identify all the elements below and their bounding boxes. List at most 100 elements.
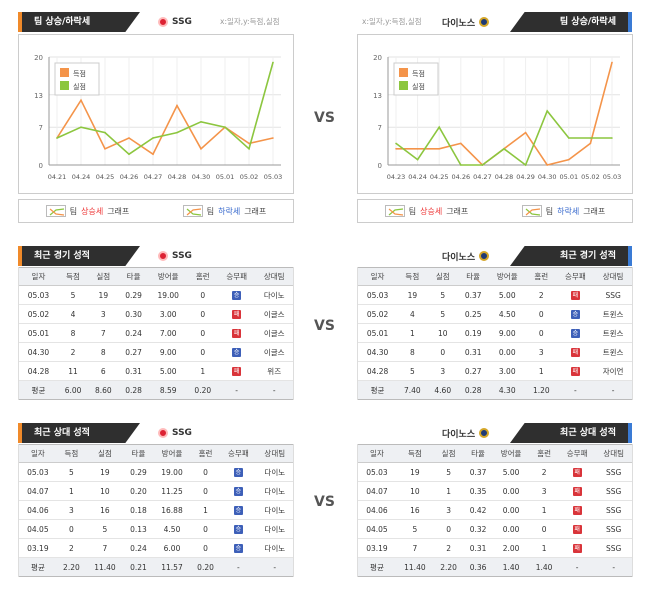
cell-era: 0.00 [492, 500, 530, 520]
left-h2h-team: SSG [158, 423, 192, 443]
table-row: 05.02 4 3 0.30 3.00 0 패 이글스 [19, 304, 293, 324]
cell-opp: SSG [595, 500, 632, 520]
cell-r: 19 [397, 285, 428, 305]
cell-ra: 2 [433, 538, 464, 558]
cell-ra: 8 [88, 342, 119, 362]
table-row: 03.19 7 2 0.31 2.00 1 패 SSG [358, 538, 632, 558]
result-cell: 승 [220, 481, 257, 501]
column-header: 득점 [397, 267, 428, 286]
result-cell: 패 [217, 361, 256, 381]
cell-opp: SSG [594, 285, 632, 305]
table-row: 05.03 5 19 0.29 19.00 0 승 다이노 [19, 462, 293, 482]
loss-badge: 패 [572, 506, 582, 515]
win-badge: 승 [233, 506, 243, 515]
left-recent-team: SSG [158, 246, 192, 266]
avg-date: 평균 [358, 557, 396, 577]
cell-opp: 자이언 [594, 361, 632, 381]
cell-avg: 0.24 [123, 538, 154, 558]
series-line-score [56, 98, 274, 156]
data-point [104, 148, 106, 150]
cell-avg: 0.31 [457, 342, 489, 362]
cell-avg: 0.29 [118, 285, 149, 305]
left-trend-chart: 0 7 13 20 04.21 04.24 04.25 04.26 04.27 04.28 04.3… [18, 34, 294, 194]
avg-res: - [220, 557, 257, 577]
cell-ra: 0 [433, 519, 464, 539]
data-point [460, 142, 462, 145]
cell-era: 4.50 [488, 304, 527, 324]
cell-era: 0.00 [492, 481, 530, 501]
cell-opp: 트윈스 [594, 342, 632, 362]
result-cell: 패 [556, 342, 595, 362]
table-row: 04.30 8 0 0.31 0.00 3 패 트윈스 [358, 342, 632, 362]
loss-badge: 패 [570, 367, 580, 376]
cell-date: 05.03 [19, 462, 57, 482]
cell-ra: 3 [433, 500, 464, 520]
win-badge: 승 [232, 291, 242, 300]
cell-r: 2 [56, 538, 87, 558]
loss-badge: 패 [572, 468, 582, 477]
cell-date: 05.03 [358, 285, 398, 305]
data-point [200, 148, 202, 150]
loss-badge: 패 [570, 291, 580, 300]
column-header: 일자 [19, 267, 58, 286]
cell-date: 04.07 [19, 481, 57, 501]
cell-hr: 0 [187, 342, 218, 362]
avg-date: 평균 [19, 380, 58, 400]
x-tick-label: 04.27 [473, 173, 492, 181]
cell-hr: 0 [526, 323, 557, 343]
ssg-logo-icon [158, 251, 168, 261]
right-recent-table: 일자 득점 실점 타율 방어율 홈런 승무패 상대팀 05.03 19 5 0.37 5.00 2 패 SSG… [357, 267, 633, 400]
table-row: 04.28 11 6 0.31 5.00 1 패 위즈 [19, 361, 293, 381]
column-header: 상대팀 [595, 444, 632, 463]
average-row: 평균 6.00 8.60 0.28 8.59 0.20- - [19, 380, 293, 400]
avg-hr: 1.20 [526, 380, 557, 400]
data-point [611, 137, 613, 139]
y-tick-label: 0 [378, 162, 382, 170]
cell-date: 05.01 [358, 323, 398, 343]
result-cell: 패 [558, 500, 596, 520]
data-point [272, 61, 274, 64]
win-badge: 승 [232, 348, 242, 357]
left-recent-header: 최근 경기 성적 [18, 246, 140, 266]
cell-date: 04.06 [358, 500, 396, 520]
data-point [128, 153, 130, 155]
column-header: 득점 [56, 444, 87, 463]
cell-avg: 0.24 [118, 323, 149, 343]
data-point [438, 126, 440, 128]
win-badge: 승 [570, 329, 580, 338]
cell-avg: 0.32 [463, 519, 493, 539]
column-header: 실점 [433, 444, 464, 463]
avg-opp: - [255, 380, 293, 400]
cell-r: 1 [397, 323, 428, 343]
result-cell: 승 [220, 538, 257, 558]
loss-badge: 패 [570, 348, 580, 357]
cell-era: 9.00 [488, 323, 527, 343]
cell-r: 16 [395, 500, 434, 520]
cell-r: 8 [397, 342, 428, 362]
avg-hr: 0.20 [190, 557, 221, 577]
legend-label-score: 득점 [412, 70, 425, 78]
data-point [524, 131, 527, 134]
column-header: 상대팀 [594, 267, 632, 286]
x-tick-label: 04.24 [72, 173, 91, 181]
cell-date: 03.19 [19, 538, 57, 558]
cell-r: 4 [397, 304, 428, 324]
cell-opp: 트윈스 [594, 304, 632, 324]
column-header: 승무패 [217, 267, 256, 286]
cell-ra: 7 [88, 323, 119, 343]
x-tick-label: 04.26 [451, 173, 470, 181]
cell-opp: SSG [595, 481, 632, 501]
avg-era: 8.59 [148, 380, 188, 400]
cell-hr: 3 [529, 481, 559, 501]
average-row: 평균 2.20 11.40 0.21 11.57 0.20- - [19, 557, 293, 577]
data-point [152, 137, 154, 139]
x-tick-label: 05.01 [559, 173, 578, 181]
cell-ra: 7 [86, 538, 124, 558]
cell-r: 1 [56, 481, 87, 501]
y-tick-label: 7 [378, 124, 382, 132]
cell-hr: 2 [526, 285, 557, 305]
cell-hr: 0 [190, 481, 221, 501]
right-line-chart: 0 7 13 20 04.23 04.24 04.25 04.26 04.27 04.28 04.2… [373, 54, 621, 181]
dinos-logo-icon [479, 251, 490, 261]
